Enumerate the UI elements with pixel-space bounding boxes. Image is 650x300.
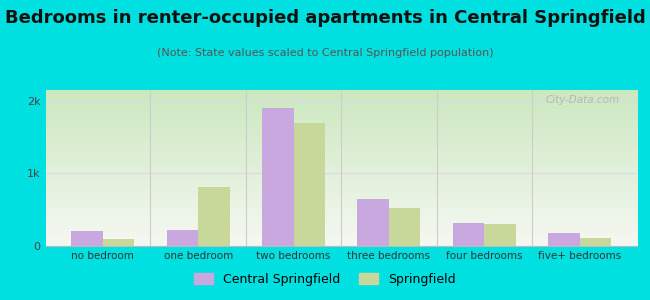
Text: (Note: State values scaled to Central Springfield population): (Note: State values scaled to Central Sp…	[157, 48, 493, 58]
Bar	[484, 224, 516, 246]
Bar	[72, 232, 103, 246]
Legend: Central Springfield, Springfield: Central Springfield, Springfield	[189, 268, 461, 291]
Bar	[103, 239, 135, 246]
Bar	[358, 199, 389, 246]
Bar	[166, 230, 198, 246]
Bar	[294, 123, 325, 246]
Text: City-Data.com: City-Data.com	[545, 95, 619, 105]
Text: Bedrooms in renter-occupied apartments in Central Springfield: Bedrooms in renter-occupied apartments i…	[5, 9, 645, 27]
Bar	[198, 187, 229, 246]
Bar	[389, 208, 421, 246]
Bar	[453, 223, 484, 246]
Bar	[580, 238, 611, 246]
Bar	[262, 108, 294, 246]
Bar	[549, 232, 580, 246]
